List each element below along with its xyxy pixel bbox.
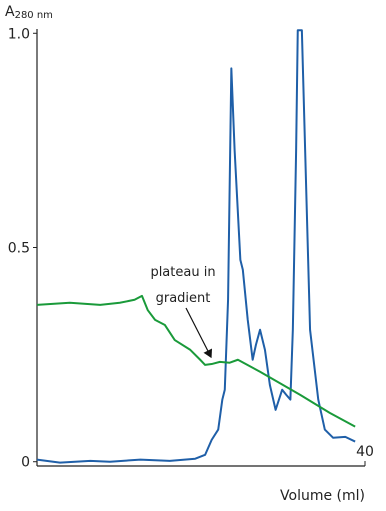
y-label-subscript: 280 nm [15, 10, 53, 21]
y-tick-label: 1.0 [8, 26, 30, 42]
data-line [36, 294, 356, 428]
y-tick-label: 0 [21, 455, 30, 471]
x-axis-label: Volume (ml) [280, 488, 365, 504]
y-label-main: A [5, 4, 15, 20]
y-tick-label: 0.5 [8, 241, 30, 257]
annotation-arrow [185, 307, 213, 359]
annotation: gradient [156, 291, 211, 306]
y-axis-label: A280 nm [5, 4, 53, 21]
data-line [36, 29, 356, 464]
annotation: plateau in [150, 265, 215, 280]
x-tick-label: 40 [356, 444, 374, 460]
